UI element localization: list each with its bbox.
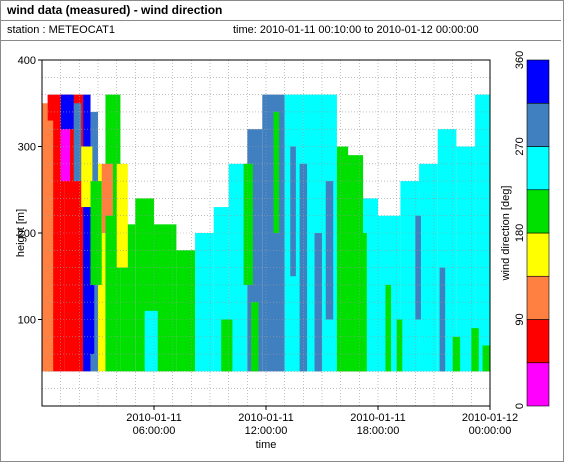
colorbar-label: wind direction [deg] xyxy=(500,186,512,282)
y-tick-label: 100 xyxy=(18,315,36,327)
colorbar-bin xyxy=(526,146,550,191)
heatmap-cell xyxy=(221,319,233,372)
heatmap-cell xyxy=(456,146,476,372)
heatmap-cell xyxy=(385,284,392,372)
colorbar-tick-label: 0 xyxy=(514,403,526,409)
x-tick-label: 00:00:00 xyxy=(469,425,512,437)
heatmap-cell xyxy=(290,146,296,277)
y-tick-label: 200 xyxy=(18,228,36,240)
heatmap-cell xyxy=(176,250,196,372)
heatmap-cell xyxy=(400,181,420,372)
heatmap-cell xyxy=(81,146,93,208)
time-range-label: time: 2010-01-11 00:10:00 to 2010-01-12 … xyxy=(233,24,479,36)
heatmap-cells xyxy=(42,94,490,372)
heatmap-cell xyxy=(482,345,490,372)
heatmap-cell xyxy=(101,163,113,233)
heatmap-cell xyxy=(273,111,280,233)
colorbar-bin xyxy=(526,275,550,320)
heatmap-cell xyxy=(98,163,106,372)
heatmap-cell xyxy=(83,250,95,355)
colorbar-bin xyxy=(526,319,550,364)
heatmap-cell xyxy=(325,181,334,320)
colorbar-bin xyxy=(526,189,550,234)
colorbar-ticks: 360 270 180 90 0 xyxy=(514,51,526,409)
x-tick-label: 2010-01-12 xyxy=(462,412,518,424)
colorbar-tick-label: 180 xyxy=(514,224,526,242)
heatmap-cell xyxy=(251,302,259,372)
heatmap-cell xyxy=(439,267,446,372)
colorbar-tick-label: 270 xyxy=(514,137,526,155)
colorbar-bin xyxy=(526,362,550,407)
colorbar-tick-label: 90 xyxy=(514,313,526,325)
heatmap-cell xyxy=(116,163,128,268)
heatmap-cell xyxy=(42,103,48,372)
y-axis-ticks: 400 300 200 100 xyxy=(18,55,42,327)
heatmap-cell xyxy=(144,310,158,372)
x-tick-label: 18:00:00 xyxy=(357,425,400,437)
heatmap-cell xyxy=(154,224,177,372)
colorbar-bin xyxy=(526,102,550,147)
meta-bar: station : METEOCAT1 time: 2010-01-11 00:… xyxy=(1,21,561,41)
heatmap-cell xyxy=(60,129,70,182)
x-tick-label: 2010-01-11 xyxy=(126,412,181,424)
x-axis-label: time xyxy=(256,439,277,451)
heatmap-cell xyxy=(396,319,403,372)
x-tick-label: 2010-01-11 xyxy=(350,412,405,424)
colorbar xyxy=(526,59,550,407)
title-bar: wind data (measured) - wind direction xyxy=(1,1,561,21)
heatmap-cell xyxy=(73,103,82,182)
heatmap-cell xyxy=(60,94,74,130)
heatmap-cell xyxy=(471,328,479,372)
heatmap-cell xyxy=(336,146,349,372)
y-tick-label: 300 xyxy=(18,142,36,154)
colorbar-bin xyxy=(526,59,550,104)
chart-title: wind data (measured) - wind direction xyxy=(7,3,223,17)
station-label: station : METEOCAT1 xyxy=(7,24,115,36)
heatmap-cell xyxy=(419,163,438,372)
heatmap-cell xyxy=(348,181,360,372)
y-axis-label: height [m] xyxy=(15,209,27,257)
heatmap-cell xyxy=(243,163,253,285)
x-tick-label: 06:00:00 xyxy=(133,425,176,437)
heatmap-cell xyxy=(83,94,91,372)
colorbar-tick-label: 360 xyxy=(514,51,526,69)
colorbar-bin xyxy=(526,232,550,277)
heatmap-cell xyxy=(415,215,421,320)
x-tick-label: 2010-01-11 xyxy=(238,412,293,424)
heatmap-cell xyxy=(45,120,54,372)
x-axis-ticks: 2010-01-1106:00:002010-01-1112:00:002010… xyxy=(126,406,518,437)
y-tick-label: 400 xyxy=(18,55,36,67)
x-tick-label: 12:00:00 xyxy=(245,425,288,437)
